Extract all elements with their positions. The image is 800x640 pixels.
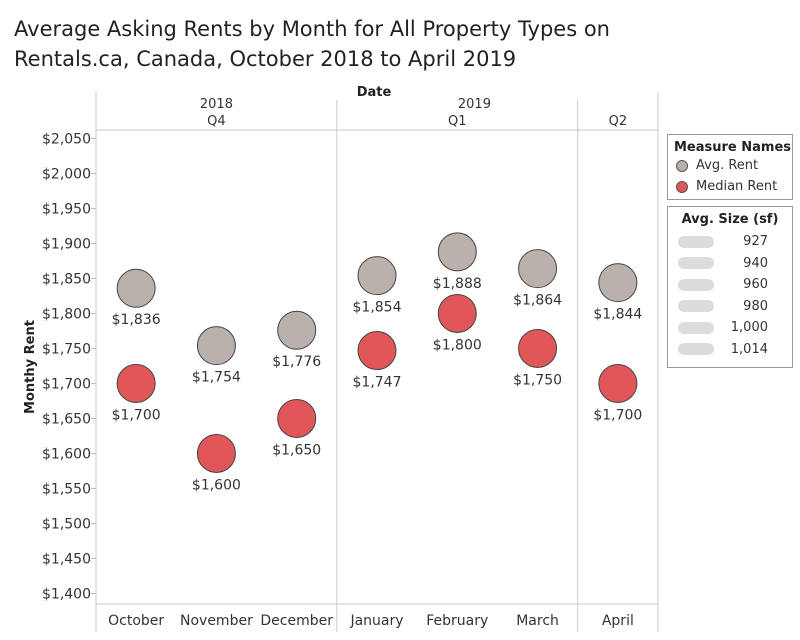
x-tick-label: November — [180, 613, 253, 629]
y-tick-label: $1,800 — [42, 306, 91, 322]
quarter-header: Q2 — [609, 114, 628, 129]
size-label: 940 — [743, 255, 768, 271]
avg-rent-point — [196, 326, 236, 366]
median-rent-data-label: $1,750 — [513, 372, 562, 388]
median-rent-point — [518, 328, 558, 368]
legend-label: Avg. Rent — [696, 158, 759, 173]
median-rent-point — [196, 433, 236, 473]
size-legend-item[interactable]: 1,014 — [668, 339, 792, 361]
avg-rent-point — [598, 263, 638, 303]
quarter-header: Q1 — [448, 114, 467, 129]
size-pill-icon — [678, 278, 714, 291]
x-tick-label: February — [426, 613, 488, 629]
y-tick-label: $1,750 — [42, 341, 91, 357]
x-tick-label: January — [349, 613, 403, 629]
x-tick-label: October — [108, 613, 164, 629]
median-rent-data-label: $1,650 — [272, 442, 321, 458]
y-tick-label: $1,900 — [42, 236, 91, 252]
y-tick-label: $2,050 — [42, 131, 91, 147]
median-rent-point — [598, 363, 638, 403]
median-rent-data-label: $1,600 — [192, 477, 241, 493]
avg-rent-point — [518, 249, 558, 289]
measure-names-legend: Measure Names Avg. Rent Median Rent — [667, 134, 793, 200]
avg-rent-point — [277, 310, 317, 350]
y-tick-label: $1,550 — [42, 481, 91, 497]
avg-rent-data-label: $1,836 — [112, 312, 161, 328]
avg-rent-swatch-icon — [676, 159, 688, 172]
median-rent-data-label: $1,800 — [433, 337, 482, 353]
y-tick-label: $1,600 — [42, 446, 91, 462]
x-tick-label: April — [602, 613, 634, 629]
size-legend: Avg. Size (sf) 927 940 960 980 1,000 1,0… — [667, 206, 793, 368]
size-label: 960 — [743, 277, 768, 293]
median-rent-point — [116, 363, 156, 403]
y-axis-label: Monthy Rent — [23, 320, 38, 414]
x-tick-label: December — [260, 613, 333, 629]
median-rent-point — [277, 398, 317, 438]
measure-legend-title: Measure Names — [674, 140, 792, 155]
y-tick-label: $1,400 — [42, 586, 91, 602]
size-legend-item[interactable]: 927 — [668, 231, 792, 253]
size-pill-icon — [678, 300, 714, 313]
size-label: 1,000 — [730, 320, 768, 336]
avg-rent-data-label: $1,776 — [272, 354, 321, 370]
y-tick-label: $2,000 — [42, 166, 91, 182]
avg-rent-data-label: $1,864 — [513, 293, 562, 309]
quarter-header: Q4 — [207, 114, 226, 129]
size-legend-title: Avg. Size (sf) — [681, 212, 779, 227]
legend-label: Median Rent — [696, 179, 778, 194]
size-pill-icon — [678, 321, 714, 334]
median-rent-swatch-icon — [676, 180, 688, 193]
size-pill-icon — [678, 343, 714, 356]
chart-title: Average Asking Rents by Month for All Pr… — [14, 17, 610, 71]
year-header: 2018 — [200, 97, 233, 112]
median-rent-point — [437, 293, 477, 333]
size-legend-item[interactable]: 980 — [668, 296, 792, 318]
y-tick-label: $1,500 — [42, 516, 91, 532]
x-axis-label: Date — [357, 85, 392, 100]
median-rent-point — [357, 331, 397, 371]
y-tick-label: $1,650 — [42, 411, 91, 427]
avg-rent-data-label: $1,754 — [192, 370, 241, 386]
year-header: 2019 — [458, 97, 491, 112]
median-rent-data-label: $1,700 — [112, 407, 161, 423]
size-label: 980 — [743, 298, 768, 314]
avg-rent-point — [357, 256, 397, 296]
avg-rent-point — [116, 268, 156, 308]
size-label: 1,014 — [730, 341, 768, 357]
y-tick-label: $1,950 — [42, 201, 91, 217]
median-rent-data-label: $1,747 — [353, 375, 402, 391]
size-legend-item[interactable]: 1,000 — [668, 317, 792, 339]
legend-item-median-rent[interactable]: Median Rent — [668, 176, 792, 197]
avg-rent-data-label: $1,844 — [593, 307, 642, 323]
legend-item-avg-rent[interactable]: Avg. Rent — [668, 155, 792, 176]
avg-rent-data-label: $1,854 — [353, 300, 402, 316]
size-pill-icon — [678, 257, 714, 270]
size-pill-icon — [678, 235, 714, 248]
size-legend-item[interactable]: 940 — [668, 253, 792, 275]
avg-rent-point — [437, 232, 477, 272]
x-tick-label: March — [516, 613, 559, 629]
size-label: 927 — [743, 234, 768, 250]
y-tick-label: $1,450 — [42, 551, 91, 567]
size-legend-item[interactable]: 960 — [668, 274, 792, 296]
y-tick-label: $1,700 — [42, 376, 91, 392]
y-tick-label: $1,850 — [42, 271, 91, 287]
median-rent-data-label: $1,700 — [593, 407, 642, 423]
avg-rent-data-label: $1,888 — [433, 276, 482, 292]
